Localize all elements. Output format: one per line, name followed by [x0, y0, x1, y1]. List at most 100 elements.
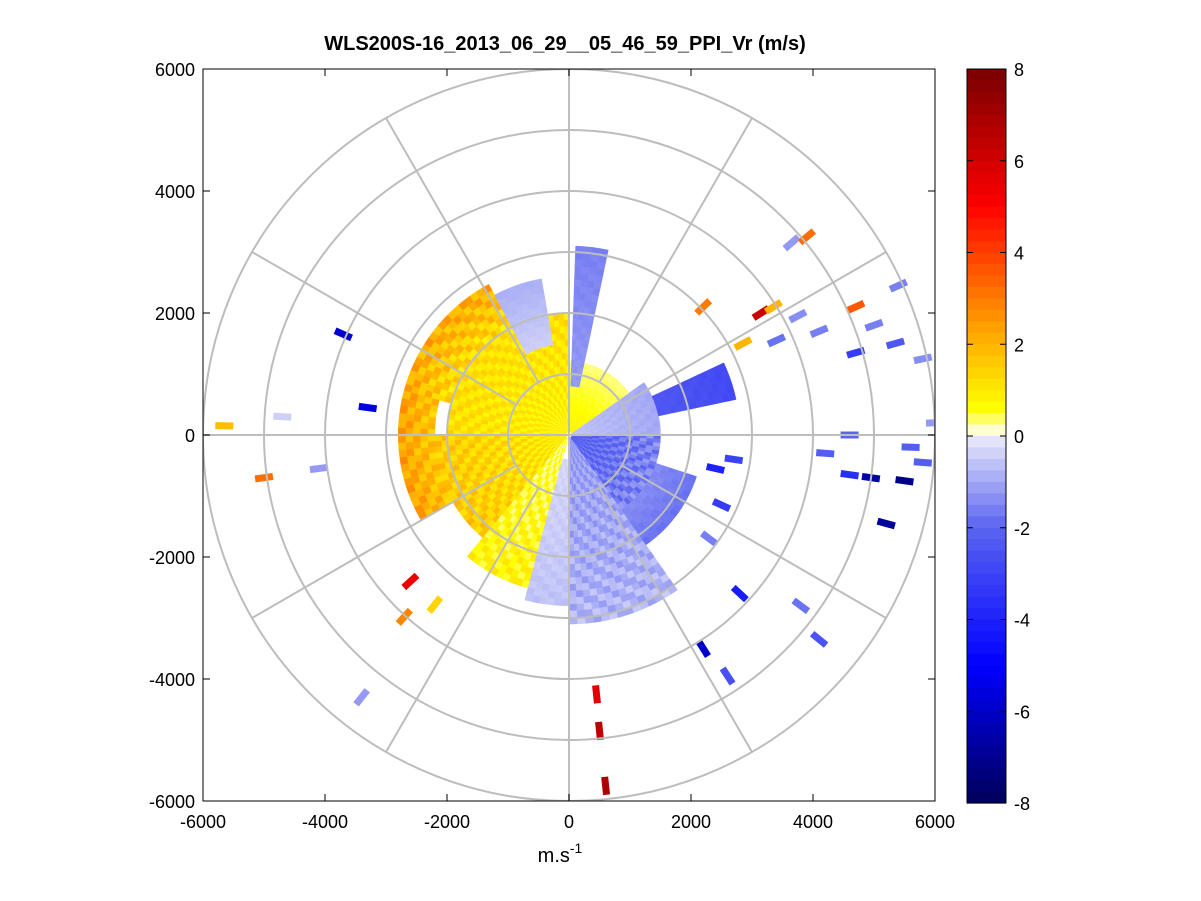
velocity-gate: [568, 590, 577, 598]
y-tick-label: 6000: [155, 60, 195, 80]
velocity-gate: [467, 443, 476, 449]
velocity-gate: [558, 545, 565, 553]
velocity-gate: [558, 319, 565, 327]
velocity-gate: [582, 259, 591, 268]
colorbar-band: [967, 516, 1006, 529]
velocity-gate: [568, 610, 578, 618]
colorbar-ticks: 8 6 4 2 0 -2 -4 -6 -8: [967, 60, 1030, 814]
velocity-gate: [420, 421, 429, 430]
velocity-gate: [585, 562, 593, 571]
velocity-gate: [575, 590, 584, 598]
colorbar-band: [967, 550, 1006, 563]
velocity-gate-isolated: [695, 639, 711, 658]
velocity-gate: [405, 441, 414, 450]
velocity-gate-isolated: [846, 346, 866, 359]
colorbar-band: [967, 665, 1006, 678]
velocity-gate: [556, 339, 562, 348]
velocity-gate: [646, 427, 654, 432]
velocity-gate: [568, 597, 577, 605]
colorbar-band: [967, 653, 1006, 666]
velocity-gate: [553, 598, 563, 606]
velocity-gate: [572, 530, 579, 538]
colorbar-band: [967, 401, 1006, 414]
colorbar-tick-label: -4: [1014, 611, 1030, 631]
velocity-gate: [461, 443, 469, 450]
velocity-gate: [632, 428, 641, 433]
velocity-gate-isolated: [395, 607, 413, 626]
velocity-gate: [639, 427, 648, 433]
y-tick-label: -4000: [149, 670, 195, 690]
velocity-gate: [561, 592, 570, 600]
colorbar-band: [967, 757, 1006, 770]
azimuth-spoke: [385, 117, 540, 383]
velocity-data-layer: [215, 228, 935, 796]
azimuth-spoke: [251, 464, 517, 619]
velocity-gate-isolated: [730, 584, 749, 603]
velocity-gate: [579, 286, 588, 294]
velocity-gate: [549, 571, 558, 579]
velocity-gate: [578, 299, 586, 308]
velocity-gate: [641, 535, 651, 546]
velocity-gate: [550, 564, 558, 573]
colorbar-band: [967, 711, 1006, 724]
velocity-gate: [473, 438, 482, 444]
velocity-gate: [455, 448, 463, 456]
colorbar-band: [967, 768, 1006, 781]
velocity-gate: [587, 575, 596, 584]
velocity-gate: [582, 595, 592, 604]
velocity-gate: [574, 265, 583, 274]
colorbar-band: [967, 126, 1006, 139]
velocity-gate: [413, 447, 422, 456]
colorbar-band: [967, 436, 1006, 449]
velocity-gate: [524, 593, 534, 603]
velocity-gate: [420, 415, 429, 423]
velocity-gate: [621, 390, 630, 398]
colorbar-band: [967, 378, 1006, 391]
x-tick-label: 6000: [915, 812, 955, 832]
velocity-gate: [401, 390, 412, 400]
velocity-gate: [405, 434, 414, 443]
velocity-gate-isolated: [426, 595, 444, 614]
velocity-gate: [557, 558, 564, 566]
velocity-gate: [573, 299, 580, 307]
velocity-gate: [579, 556, 587, 565]
velocity-gate: [572, 332, 578, 340]
velocity-gate: [582, 252, 592, 261]
velocity-gate: [572, 319, 579, 327]
velocity-gate: [398, 412, 408, 422]
velocity-gate-isolated: [215, 422, 234, 430]
velocity-gate: [580, 279, 589, 288]
velocity-gate: [397, 434, 406, 443]
velocity-gate: [588, 581, 597, 590]
velocity-gate: [560, 339, 566, 347]
velocity-gate: [561, 585, 570, 593]
velocity-gate: [405, 427, 414, 436]
colorbar-tick-label: 2: [1014, 335, 1024, 355]
velocity-gate: [586, 568, 595, 577]
velocity-gate: [554, 326, 561, 334]
colorbar-band: [967, 114, 1006, 127]
velocity-gate-isolated: [913, 353, 933, 365]
velocity-gate: [579, 292, 587, 301]
velocity-gate: [398, 448, 408, 458]
velocity-gate: [453, 424, 461, 431]
velocity-gate: [400, 463, 410, 473]
velocity-gate: [500, 437, 508, 442]
velocity-gate-isolated: [788, 308, 808, 324]
colorbar-band: [967, 527, 1006, 540]
azimuth-spoke: [621, 251, 887, 406]
velocity-gate-isolated: [401, 572, 420, 591]
velocity-gate: [553, 319, 560, 328]
velocity-gate: [435, 445, 443, 453]
velocity-gate-isolated: [876, 517, 896, 530]
colorbar-band: [967, 676, 1006, 689]
velocity-gate: [412, 421, 421, 429]
colorbar-band: [967, 630, 1006, 644]
velocity-gate: [398, 441, 407, 451]
colorbar-band: [967, 275, 1006, 288]
velocity-gate-isolated: [601, 776, 611, 796]
colorbar-tick-label: -6: [1014, 702, 1030, 722]
velocity-gate-isolated: [724, 454, 744, 465]
velocity-gate: [574, 570, 582, 578]
